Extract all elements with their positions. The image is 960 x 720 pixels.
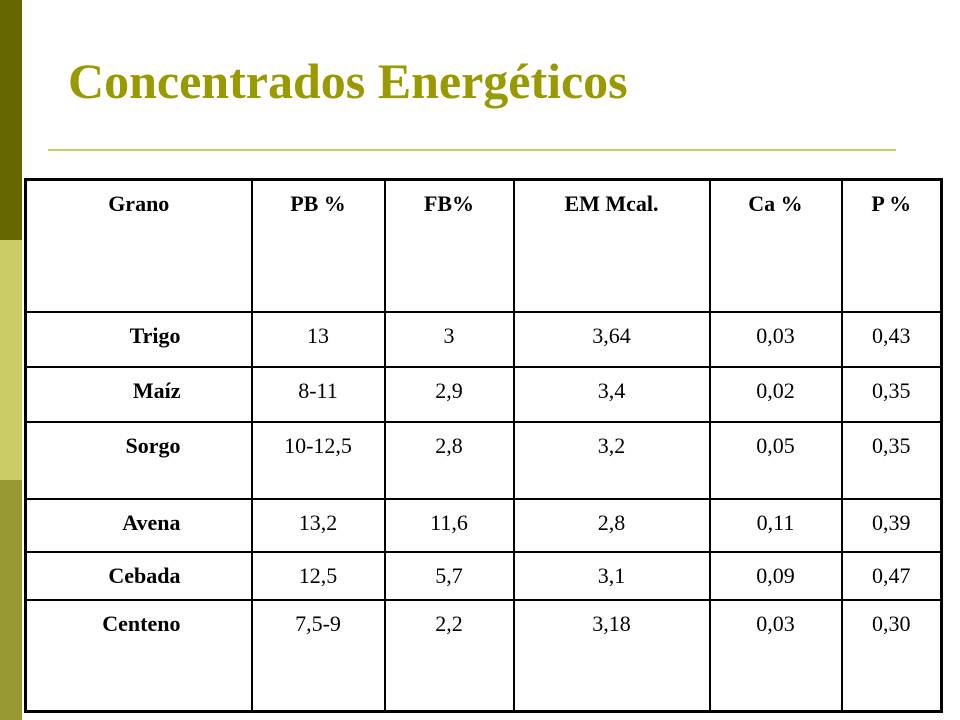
data-table: Grano PB % FB% EM Mcal. Ca % P % Trigo 13 3 3,64… xyxy=(24,178,943,713)
table-cell: 0,11 xyxy=(708,497,843,553)
table-row: Cebada 12,5 5,7 3,1 0,09 0,47 xyxy=(24,550,943,601)
column-header: PB % xyxy=(250,178,386,313)
table-cell: 0,30 xyxy=(840,598,943,713)
table-row: Sorgo 10-12,5 2,8 3,2 0,05 0,35 xyxy=(24,420,943,500)
column-header: FB% xyxy=(383,178,515,313)
table-cell: 5,7 xyxy=(383,550,515,601)
table-cell: 0,47 xyxy=(840,550,943,601)
column-header: Grano xyxy=(24,178,253,313)
title-rule xyxy=(48,149,896,151)
table-cell: 0,02 xyxy=(708,365,843,423)
row-label: Sorgo xyxy=(24,420,253,500)
table-cell: 3,2 xyxy=(512,420,711,500)
table-cell: 3,1 xyxy=(512,550,711,601)
side-stripe xyxy=(0,480,22,720)
table-cell: 3 xyxy=(383,310,515,368)
table-cell: 0,35 xyxy=(840,420,943,500)
table-cell: 0,43 xyxy=(840,310,943,368)
table-cell: 8-11 xyxy=(250,365,386,423)
table-row: Maíz 8-11 2,9 3,4 0,02 0,35 xyxy=(24,365,943,423)
table-row: Trigo 13 3 3,64 0,03 0,43 xyxy=(24,310,943,368)
table-cell: 2,2 xyxy=(383,598,515,713)
table-cell: 0,39 xyxy=(840,497,943,553)
row-label: Centeno xyxy=(24,598,253,713)
row-label: Trigo xyxy=(24,310,253,368)
table-cell: 7,5-9 xyxy=(250,598,386,713)
table-cell: 10-12,5 xyxy=(250,420,386,500)
table-cell: 13 xyxy=(250,310,386,368)
column-header: P % xyxy=(840,178,943,313)
table-row: Avena 13,2 11,6 2,8 0,11 0,39 xyxy=(24,497,943,553)
table-cell: 2,9 xyxy=(383,365,515,423)
row-label: Avena xyxy=(24,497,253,553)
slide-title: Concentrados Energéticos xyxy=(68,53,628,109)
header-row: Grano PB % FB% EM Mcal. Ca % P % xyxy=(24,178,943,313)
table-cell: 0,09 xyxy=(708,550,843,601)
table-cell: 3,4 xyxy=(512,365,711,423)
table-cell: 2,8 xyxy=(383,420,515,500)
table-cell: 0,05 xyxy=(708,420,843,500)
side-stripe xyxy=(0,240,22,480)
table-cell: 0,35 xyxy=(840,365,943,423)
table-cell: 3,64 xyxy=(512,310,711,368)
column-header: Ca % xyxy=(708,178,843,313)
table-cell: 0,03 xyxy=(708,598,843,713)
table-cell: 2,8 xyxy=(512,497,711,553)
row-label: Maíz xyxy=(24,365,253,423)
table-cell: 13,2 xyxy=(250,497,386,553)
table-cell: 3,18 xyxy=(512,598,711,713)
row-label: Cebada xyxy=(24,550,253,601)
table-cell: 11,6 xyxy=(383,497,515,553)
column-header: EM Mcal. xyxy=(512,178,711,313)
side-stripe xyxy=(0,0,22,240)
table-row: Centeno 7,5-9 2,2 3,18 0,03 0,30 xyxy=(24,598,943,713)
table-cell: 0,03 xyxy=(708,310,843,368)
table-cell: 12,5 xyxy=(250,550,386,601)
